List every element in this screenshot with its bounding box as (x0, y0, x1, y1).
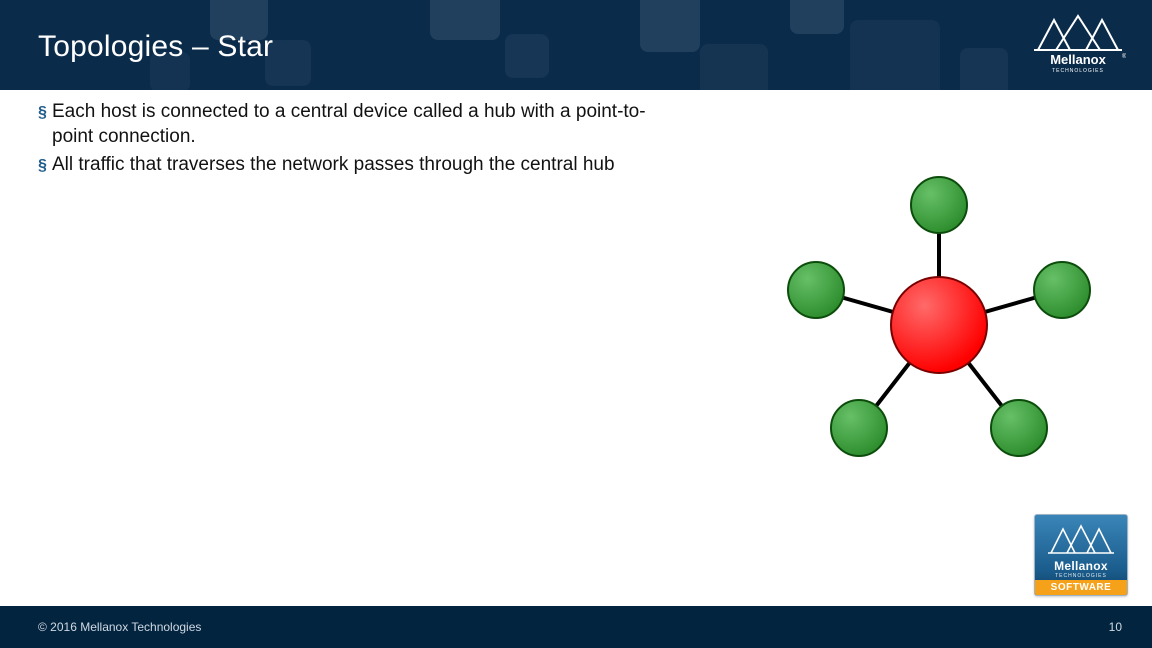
software-label: SOFTWARE (1035, 580, 1127, 595)
slide-body: § Each host is connected to a central de… (38, 100, 1114, 588)
page-number: 10 (1109, 620, 1122, 634)
svg-text:®: ® (1122, 53, 1126, 60)
star-topology-diagram (774, 160, 1104, 460)
bullet-marker-icon: § (38, 153, 52, 179)
logo-sub-text: TECHNOLOGIES (1052, 68, 1104, 74)
slide: Topologies – Star Mellanox TECHNOLOGIES … (0, 0, 1152, 648)
logo-brand-text: Mellanox (1050, 52, 1106, 67)
bullet-marker-icon: § (38, 100, 52, 149)
slide-title: Topologies – Star (38, 30, 273, 64)
badge-brand: Mellanox TECHNOLOGIES (1035, 559, 1127, 579)
bullet-item: § All traffic that traverses the network… (38, 153, 678, 179)
bullet-item: § Each host is connected to a central de… (38, 100, 678, 149)
company-logo: Mellanox TECHNOLOGIES ® (1030, 14, 1126, 81)
bullet-text: All traffic that traverses the network p… (52, 153, 678, 179)
bullet-text: Each host is connected to a central devi… (52, 100, 678, 149)
bullet-list: § Each host is connected to a central de… (38, 100, 678, 179)
slide-header: Topologies – Star Mellanox TECHNOLOGIES … (0, 0, 1152, 90)
copyright-text: © 2016 Mellanox Technologies (38, 620, 201, 634)
slide-footer: © 2016 Mellanox Technologies 10 (0, 606, 1152, 648)
software-badge: Mellanox TECHNOLOGIES SOFTWARE (1034, 514, 1128, 596)
